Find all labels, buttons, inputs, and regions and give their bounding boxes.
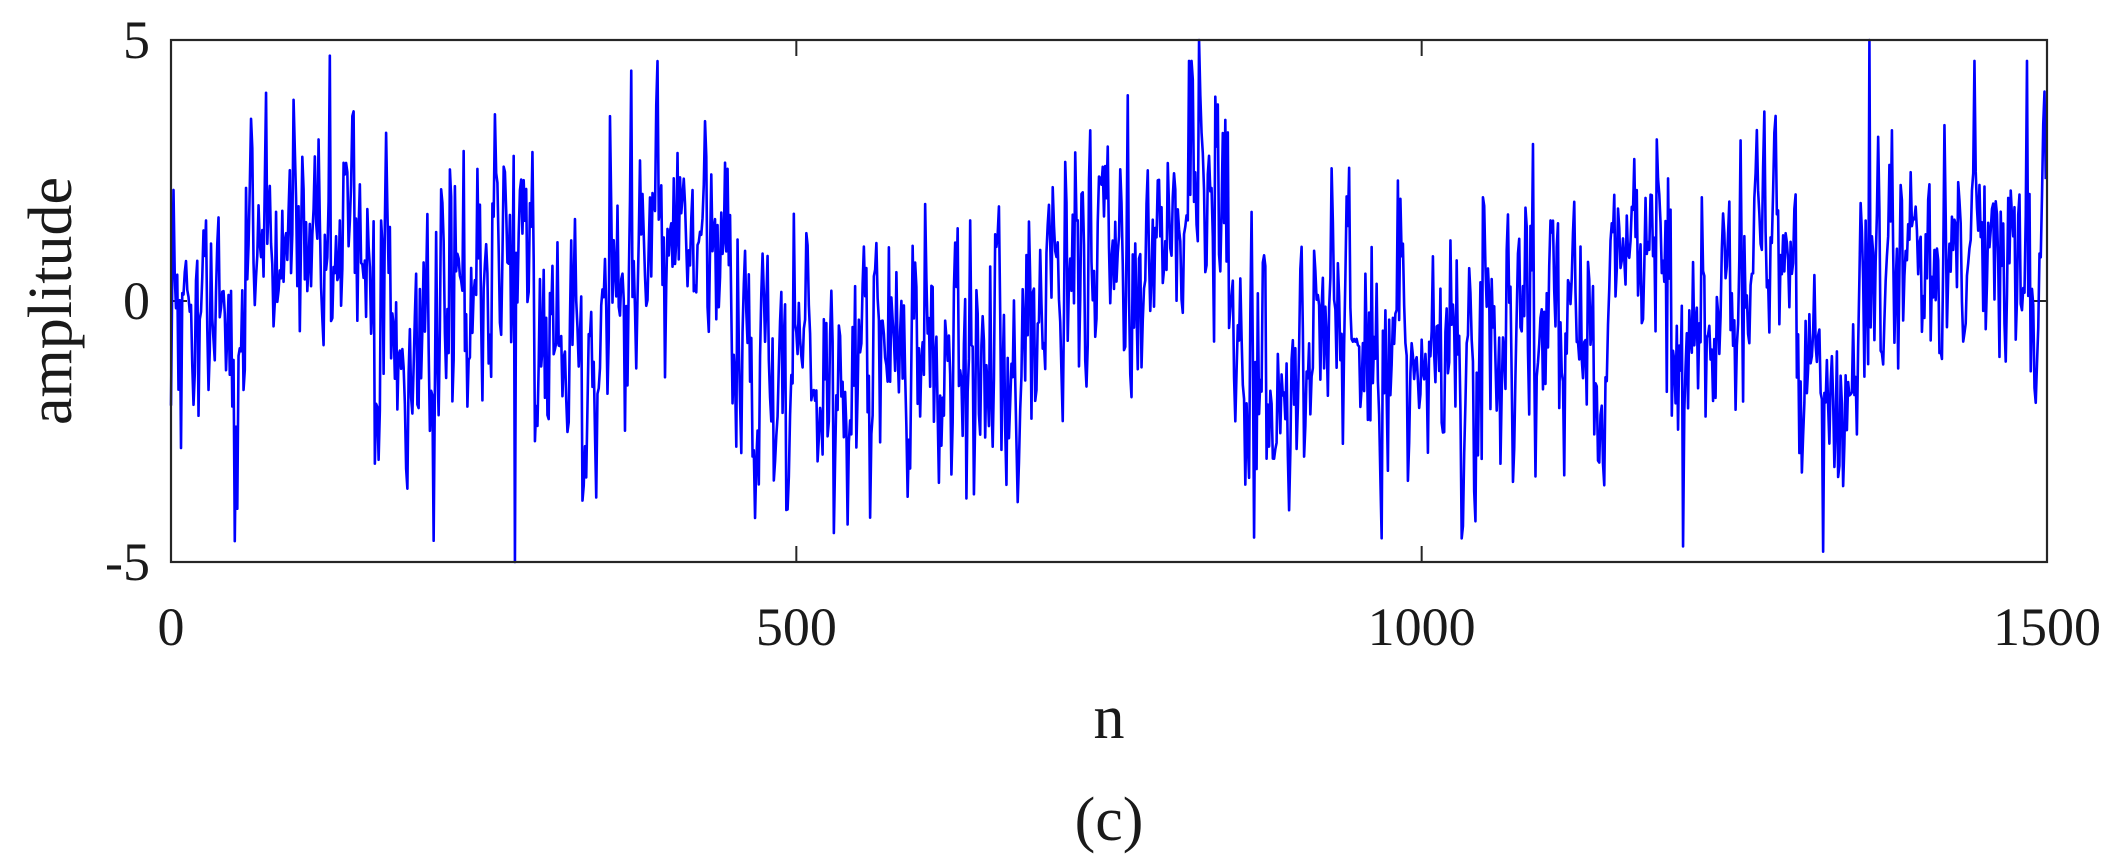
series-layer <box>169 38 2048 564</box>
panel-label: (c) <box>1075 786 1144 854</box>
y-tick-label: -5 <box>105 532 150 592</box>
y-axis-label: amplitude <box>17 177 85 425</box>
x-tick-label: 0 <box>158 597 185 657</box>
y-tick-label: 0 <box>123 271 150 331</box>
x-axis-label: n <box>1094 684 1125 752</box>
x-tick-label: 500 <box>756 597 837 657</box>
x-tick-label: 1000 <box>1368 597 1476 657</box>
x-tick-label: 1500 <box>1993 597 2101 657</box>
tick-labels: 0 500 1000 1500-505 <box>105 10 2101 657</box>
y-tick-label: 5 <box>123 10 150 70</box>
series-line-0 <box>169 38 2048 564</box>
plot-frame <box>169 38 2049 564</box>
